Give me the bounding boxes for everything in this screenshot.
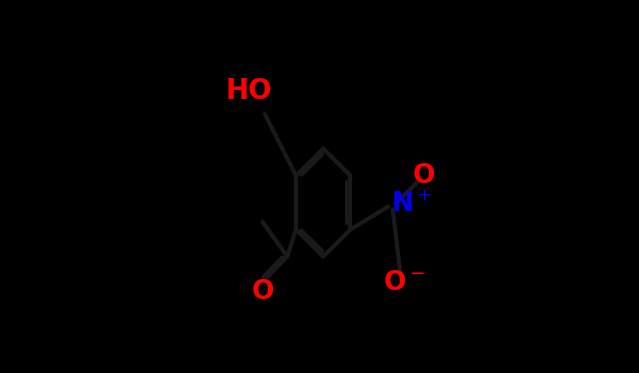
Text: O$^-$: O$^-$ [383,270,425,297]
Text: O: O [251,279,273,305]
Text: N$^+$: N$^+$ [391,192,433,218]
Text: HO: HO [226,77,272,105]
Text: O: O [413,163,436,189]
